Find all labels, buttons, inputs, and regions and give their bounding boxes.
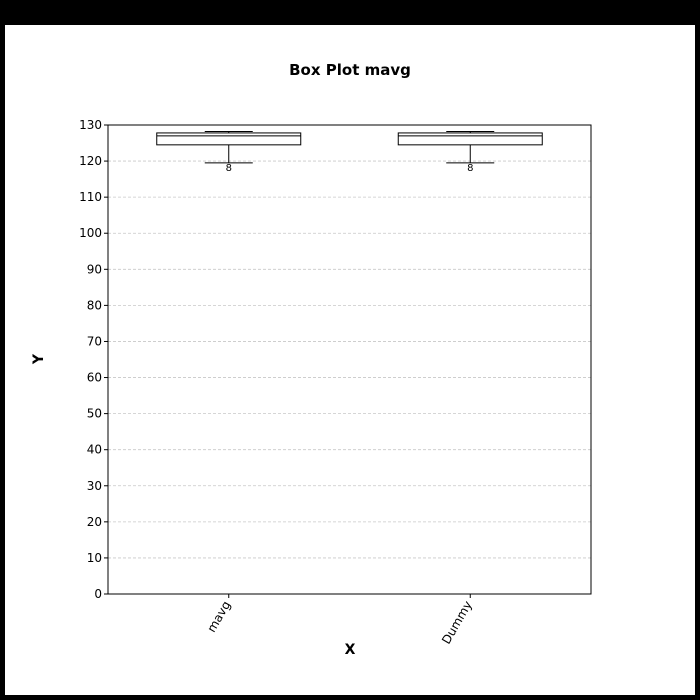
outlier-label: 8 [467,163,473,174]
y-tick-label-30: 30 [87,479,102,493]
y-tick-label-130: 130 [79,118,102,132]
box-body [397,132,543,146]
y-axis-ticks: 0 10 20 30 40 50 60 70 80 90 100 110 120 130 [79,118,108,601]
chart-title: Box Plot mavg [289,61,411,79]
y-tick-label-90: 90 [87,262,102,276]
x-axis-title: X [345,642,356,658]
box-mavg: 8 [156,130,302,174]
grid-lines [108,160,591,559]
y-tick-label-100: 100 [79,226,102,240]
x-axis-ticks: mavg Dummy [204,594,475,646]
y-tick-label-10: 10 [87,551,102,565]
y-tick-label-60: 60 [87,371,102,385]
y-tick-label-20: 20 [87,515,102,529]
y-tick-label-110: 110 [79,190,102,204]
box-body [156,132,302,146]
y-tick-label-80: 80 [87,298,102,312]
y-axis-title: Y [31,353,47,365]
x-tick-label-mavg: mavg [204,599,233,635]
y-tick-label-50: 50 [87,407,102,421]
outlier-label: 8 [226,163,232,174]
x-tick-label-Dummy: Dummy [439,599,475,647]
chart-frame: Box Plot mavg Y X 0 10 20 30 40 50 60 70 80 90 100… [5,25,695,695]
box-plot-chart: Box Plot mavg Y X 0 10 20 30 40 50 60 70 80 90 100… [31,61,592,658]
plot-area-border [107,124,592,595]
y-tick-label-120: 120 [79,154,102,168]
box-Dummy: 8 [397,130,543,174]
y-tick-label-40: 40 [87,443,102,457]
y-tick-label-70: 70 [87,334,102,348]
y-tick-label-0: 0 [94,587,102,601]
